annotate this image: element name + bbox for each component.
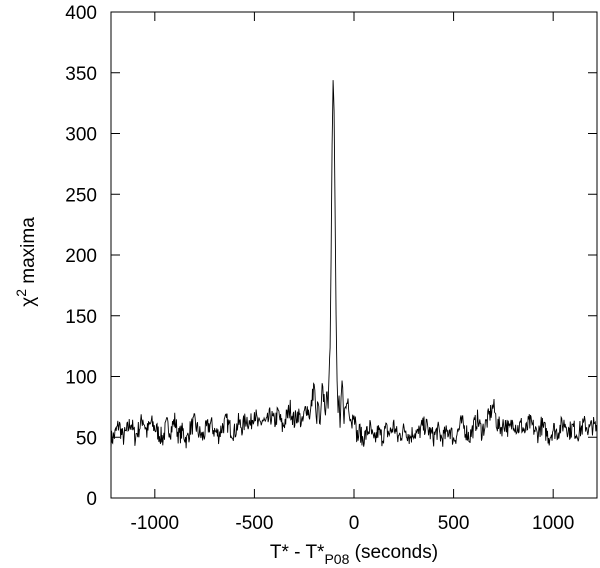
axis-ticks [111,11,597,499]
x-tick-label: 500 [438,513,470,534]
x-tick-label: 0 [349,513,360,534]
y-tick-label: 150 [65,307,97,328]
x-axis-label-main: T* - T* [270,542,325,563]
y-tick-label: 300 [65,125,97,146]
y-tick-label: 350 [65,64,97,85]
y-tick-label: 0 [86,489,97,510]
series-line [110,80,598,450]
y-tick-label: 100 [65,368,97,389]
y-axis-label: χ2 maxima [13,217,39,307]
x-axis-label-suffix: (seconds) [349,542,438,563]
y-tick-label: 50 [76,428,97,449]
y-axis-label-suffix: maxima [18,217,39,289]
x-tick-label: -1000 [131,513,180,534]
y-tick-label: 400 [65,3,97,24]
y-axis-label-superscript: 2 [13,289,29,297]
y-tick-label: 200 [65,246,97,267]
x-tick-label: 1000 [532,513,574,534]
x-tick-label: -500 [235,513,273,534]
tick-labels: -1000 -500 0 500 1000 0 50 100 150 200 250 300 350 40… [65,3,574,534]
plot-area-frame [110,11,598,499]
y-axis-label-symbol: χ [18,297,39,307]
x-axis-label-subscript: P08 [324,551,349,567]
x-axis-label: T* - T*P08 (seconds) [270,542,438,567]
y-tick-label: 250 [65,185,97,206]
